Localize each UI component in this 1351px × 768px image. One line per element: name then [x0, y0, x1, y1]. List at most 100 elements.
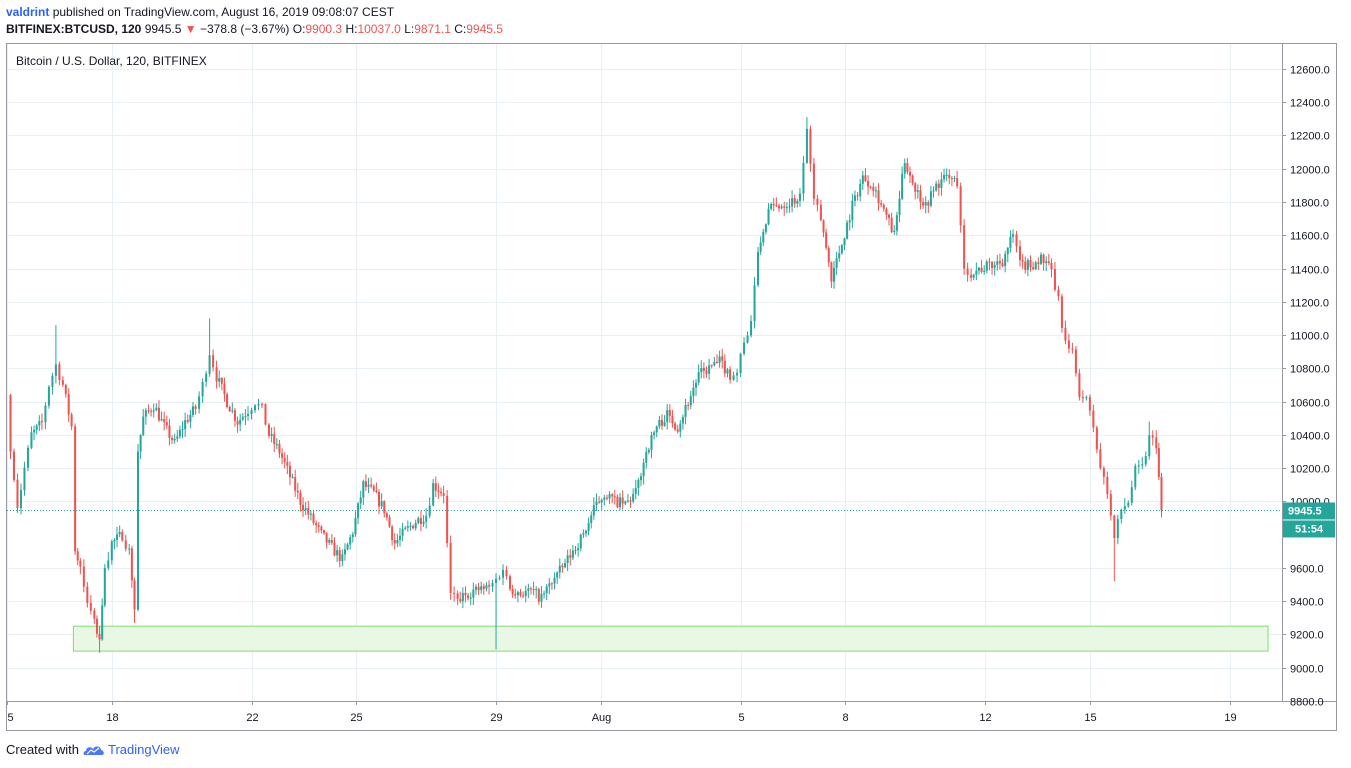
- candle-body: [467, 595, 470, 599]
- candle-body: [364, 481, 367, 487]
- candle-body: [692, 387, 695, 397]
- candle-body: [785, 206, 788, 208]
- candle-body: [165, 422, 168, 426]
- candle-body: [1102, 468, 1105, 477]
- candle-body: [477, 586, 480, 591]
- candle-body: [398, 535, 401, 540]
- candle-body: [914, 183, 917, 192]
- candle-body: [764, 224, 767, 232]
- candle-body: [296, 490, 299, 493]
- candle-body: [970, 274, 973, 278]
- candle-body: [1029, 260, 1032, 268]
- candle-body: [1130, 487, 1133, 503]
- chart-header: valdrint published on TradingView.com, A…: [6, 4, 1336, 38]
- candle-body: [228, 406, 231, 412]
- candle-body: [582, 533, 585, 535]
- candle-body: [948, 174, 951, 179]
- y-tick-label: 12200.0: [1290, 131, 1330, 143]
- candle-body: [940, 179, 943, 188]
- candle-body: [383, 501, 386, 514]
- candle-body: [1001, 263, 1004, 267]
- candle-body: [922, 202, 925, 206]
- candle-body: [328, 540, 331, 543]
- candle-body: [953, 178, 956, 180]
- x-tick-label: 12: [979, 712, 991, 724]
- candle-body: [679, 423, 682, 432]
- candle-body: [283, 457, 286, 463]
- candle-body: [375, 490, 378, 493]
- candle-body: [469, 597, 472, 599]
- x-tick-label: Aug: [592, 712, 612, 724]
- candle-body: [474, 586, 477, 590]
- candle-body: [260, 404, 264, 406]
- y-tick-label: 11400.0: [1290, 265, 1329, 277]
- candle-body: [1085, 397, 1088, 399]
- candle-body: [343, 549, 346, 555]
- candles: [9, 117, 1163, 653]
- candle-body: [223, 383, 226, 395]
- candle-body: [592, 505, 595, 516]
- candle-body: [212, 355, 215, 368]
- candle-body: [988, 261, 991, 263]
- candle-body: [346, 544, 349, 550]
- candle-body: [354, 518, 357, 535]
- chart-frame[interactable]: 12600.0 12400.0 12200.0 12000.0 11800.0 11600…: [6, 43, 1337, 731]
- candle-body: [406, 526, 409, 528]
- y-tick-label: 11200.0: [1290, 298, 1329, 310]
- candle-body: [74, 426, 77, 552]
- candle-body: [514, 594, 517, 596]
- candle-body: [1032, 267, 1035, 269]
- close-value: 9945.5: [466, 22, 503, 36]
- candle-body: [885, 208, 888, 215]
- candle-body: [645, 452, 648, 463]
- candle-body: [666, 410, 669, 423]
- candle-body: [637, 480, 640, 489]
- candle-body: [859, 183, 862, 197]
- candle-body: [107, 560, 110, 568]
- candle-body: [58, 364, 61, 381]
- candle-body: [1015, 234, 1018, 247]
- candle-body: [378, 492, 381, 507]
- y-tick-label: 11600.0: [1290, 231, 1329, 243]
- candle-body: [26, 447, 29, 468]
- candle-body: [950, 178, 953, 180]
- candle-body: [689, 396, 692, 406]
- candle-body: [809, 128, 812, 164]
- candle-body: [853, 195, 856, 201]
- candle-body: [684, 404, 687, 418]
- open-label: O:: [292, 22, 306, 36]
- candle-body: [788, 206, 791, 208]
- candle-body: [417, 518, 420, 524]
- candle-body: [695, 382, 698, 388]
- price-axis[interactable]: 12600.0 12400.0 12200.0 12000.0 11800.0 11600…: [1282, 65, 1330, 709]
- candle-body: [579, 534, 582, 549]
- candle-body: [160, 418, 163, 421]
- author-link[interactable]: valdrint: [6, 5, 50, 19]
- candle-body: [44, 405, 47, 423]
- y-tick-label: 10600.0: [1290, 398, 1330, 410]
- candle-body: [674, 423, 677, 430]
- candle-body: [459, 598, 462, 602]
- candle-body: [205, 373, 208, 382]
- candle-body: [186, 420, 189, 422]
- candle-body: [30, 432, 33, 448]
- candle-body: [540, 593, 543, 602]
- candle-body: [244, 415, 247, 417]
- candle-body: [668, 410, 671, 416]
- candlestick-chart[interactable]: 12600.0 12400.0 12200.0 12000.0 11800.0 11600…: [7, 44, 1336, 730]
- candle-body: [385, 513, 388, 518]
- candle-body: [710, 365, 713, 367]
- candle-body: [577, 548, 580, 551]
- candle-body: [587, 522, 590, 531]
- candle-body: [718, 356, 721, 363]
- candle-body: [1092, 410, 1095, 428]
- tradingview-logo[interactable]: TradingView: [83, 742, 180, 757]
- candle-body: [713, 361, 716, 366]
- candle-body: [93, 610, 96, 619]
- candle-body: [721, 356, 724, 361]
- candle-body: [1034, 262, 1037, 269]
- open-value: 9900.3: [305, 22, 343, 36]
- support-zone-rect[interactable]: [72, 625, 1269, 652]
- time-axis[interactable]: 15 18 22 25 29 Aug 5 8 12 15 19: [7, 701, 1237, 724]
- candle-body: [1134, 465, 1137, 488]
